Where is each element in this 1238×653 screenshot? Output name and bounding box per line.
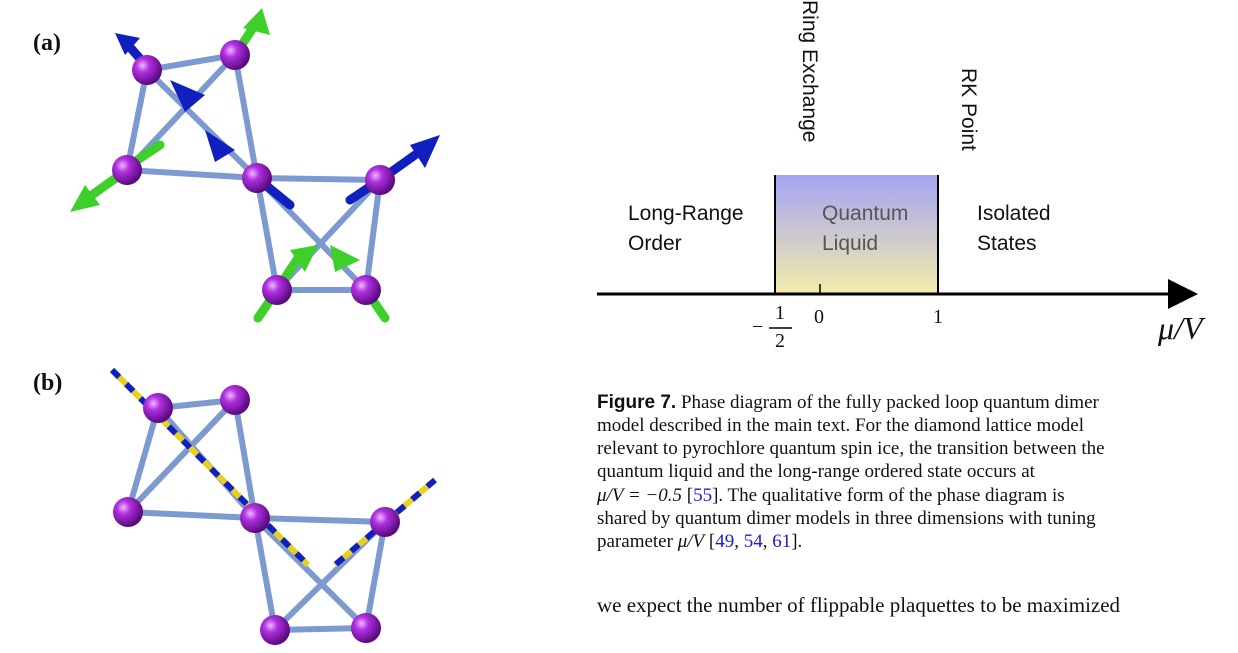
- caption-text: quantum liquid and the long-range ordere…: [597, 461, 1035, 482]
- figure-graphics: [0, 0, 1238, 653]
- caption-text: [: [682, 485, 693, 506]
- caption-math: μ/V: [678, 531, 704, 552]
- tick-denominator: 2: [775, 330, 785, 353]
- tick-sign: −: [752, 316, 763, 339]
- caption-text: ].: [791, 531, 802, 552]
- page-body: (a) (b) Ring Exchange RK Point Long-Rang…: [0, 0, 1238, 653]
- tick-label: 1: [933, 306, 943, 329]
- caption-text: model described in the main text. For th…: [597, 415, 1084, 436]
- tick-label: 0: [814, 306, 824, 329]
- citation[interactable]: 55: [693, 485, 712, 506]
- caption-line: model described in the main text. For th…: [597, 415, 1084, 437]
- boundary-label: Ring Exchange: [797, 0, 821, 142]
- caption-line: quantum liquid and the long-range ordere…: [597, 461, 1035, 483]
- page: Figure 7 { "panels": {"a": "(a)", "b": "…: [0, 0, 1238, 653]
- caption-text: ]. The qualitative form of the phase dia…: [712, 485, 1065, 506]
- body-text: we expect the number of flippable plaque…: [597, 593, 1120, 618]
- caption-math: μ/V = −0.5: [597, 485, 682, 506]
- caption-line: relevant to pyrochlore quantum spin ice,…: [597, 438, 1105, 460]
- caption-text: ,: [734, 531, 744, 552]
- citation[interactable]: 61: [772, 531, 791, 552]
- panel-label: (b): [33, 370, 62, 397]
- panel-label: (a): [33, 30, 61, 57]
- caption-line: μ/V = −0.5 [55]. The qualitative form of…: [597, 485, 1065, 507]
- caption-text: Phase diagram of the fully packed loop q…: [676, 392, 1099, 413]
- region-label: Long-Range: [628, 202, 744, 226]
- region-label: Isolated: [977, 202, 1051, 226]
- caption-line: parameter μ/V [49, 54, 61].: [597, 531, 802, 553]
- caption-text: parameter: [597, 531, 678, 552]
- boundary-label: RK Point: [956, 68, 980, 151]
- caption-line: shared by quantum dimer models in three …: [597, 508, 1096, 530]
- caption-text: [: [704, 531, 715, 552]
- tick-numerator: 1: [775, 302, 785, 325]
- citation[interactable]: 54: [744, 531, 763, 552]
- region-label: Quantum: [822, 202, 908, 226]
- axis-label: μ/V: [1158, 310, 1203, 347]
- caption-text: relevant to pyrochlore quantum spin ice,…: [597, 438, 1105, 459]
- caption-text: ,: [763, 531, 773, 552]
- citation[interactable]: 49: [715, 531, 734, 552]
- caption-label: Figure 7.: [597, 392, 676, 413]
- caption-text: shared by quantum dimer models in three …: [597, 508, 1096, 529]
- region-label: Liquid: [822, 232, 878, 256]
- caption-line: Figure 7. Phase diagram of the fully pac…: [597, 392, 1099, 414]
- region-label: States: [977, 232, 1037, 256]
- region-label: Order: [628, 232, 682, 256]
